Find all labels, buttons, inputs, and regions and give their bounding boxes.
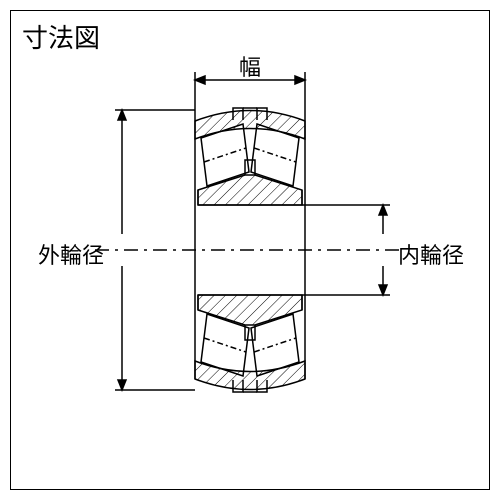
bearing-drawing [0,0,500,500]
diagram-canvas: 寸法図 幅 外輪径 内輪径 [0,0,500,500]
